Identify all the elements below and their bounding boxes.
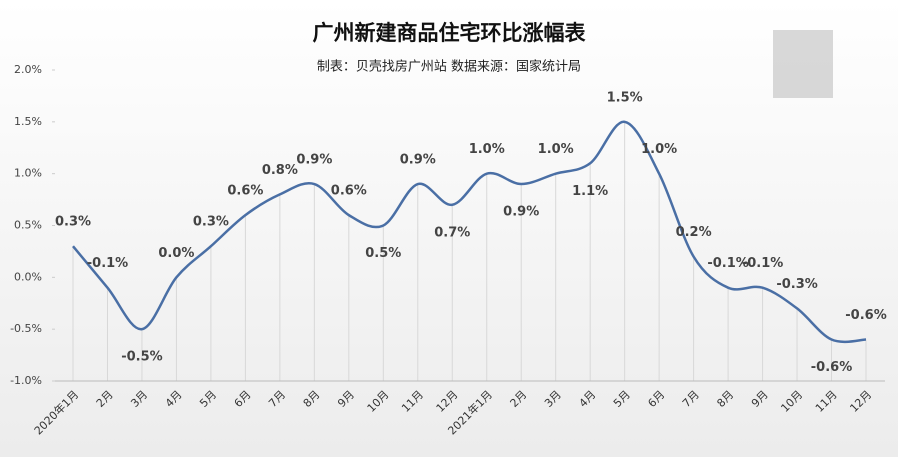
line-series [72,120,867,344]
data-label: 0.7% [434,225,470,240]
y-tick-label: 0.0% [14,270,42,283]
data-label: 0.3% [193,215,229,230]
data-label: 1.0% [641,142,677,157]
data-label: 1.1% [572,184,608,199]
y-tick-label: -0.5% [10,322,42,335]
data-label: -0.1% [707,256,748,271]
data-label: 1.5% [607,90,643,105]
data-label: 0.3% [55,215,91,230]
data-label: -0.6% [811,360,852,375]
data-label: 0.2% [676,225,712,240]
y-tick-label: 1.0% [14,167,42,180]
data-label: -0.1% [742,256,783,271]
data-label: 0.0% [158,246,194,261]
logo-blur [773,30,833,98]
y-tick-label: -1.0% [10,374,42,387]
data-label: 0.9% [503,205,539,220]
data-label: 0.5% [365,246,401,261]
y-tick-label: 0.5% [14,219,42,232]
data-label: 1.0% [538,142,574,157]
chart-subtitle: 制表：贝壳找房广州站 数据来源：国家统计局 [317,59,581,75]
chart-title: 广州新建商品住宅环比涨幅表 [313,21,587,45]
data-label: -0.1% [87,256,128,271]
data-label: 0.9% [296,153,332,168]
data-label: -0.6% [845,308,886,323]
y-tick-label: 2.0% [14,63,42,76]
data-label: 1.0% [469,142,505,157]
data-label: 0.8% [262,163,298,178]
data-label: 0.9% [400,153,436,168]
data-label: -0.3% [776,277,817,292]
data-label: -0.5% [121,350,162,365]
data-label: 0.6% [227,184,263,199]
y-tick-label: 1.5% [14,115,42,128]
data-label: 0.6% [331,184,367,199]
